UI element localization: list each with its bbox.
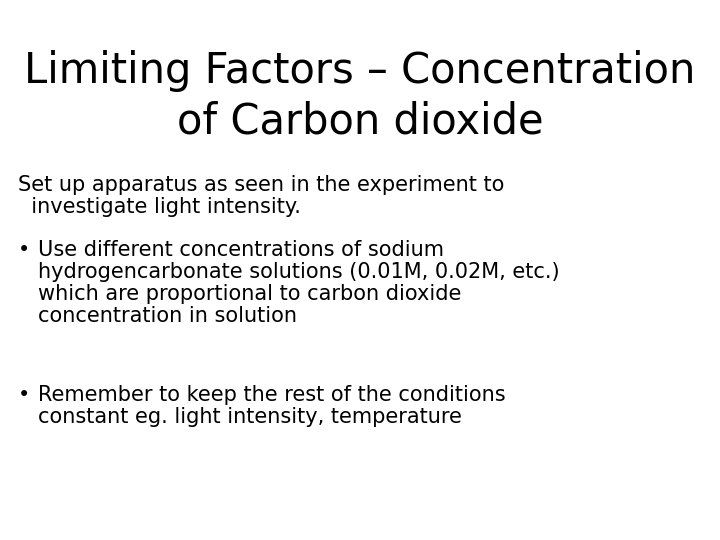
Text: Limiting Factors – Concentration
of Carbon dioxide: Limiting Factors – Concentration of Carb… <box>24 50 696 142</box>
Text: hydrogencarbonate solutions (0.01M, 0.02M, etc.): hydrogencarbonate solutions (0.01M, 0.02… <box>38 262 559 282</box>
Text: which are proportional to carbon dioxide: which are proportional to carbon dioxide <box>38 284 462 304</box>
Text: constant eg. light intensity, temperature: constant eg. light intensity, temperatur… <box>38 407 462 427</box>
Text: concentration in solution: concentration in solution <box>38 306 297 326</box>
Text: Use different concentrations of sodium: Use different concentrations of sodium <box>38 240 444 260</box>
Text: Remember to keep the rest of the conditions: Remember to keep the rest of the conditi… <box>38 385 505 405</box>
Text: •: • <box>18 240 30 260</box>
Text: investigate light intensity.: investigate light intensity. <box>18 197 301 217</box>
Text: •: • <box>18 385 30 405</box>
Text: Set up apparatus as seen in the experiment to: Set up apparatus as seen in the experime… <box>18 175 505 195</box>
